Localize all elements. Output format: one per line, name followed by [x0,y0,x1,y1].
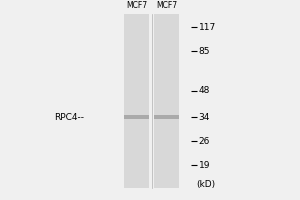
Text: RPC4--: RPC4-- [54,112,84,121]
Text: 19: 19 [199,160,210,170]
Bar [124,115,149,119]
Text: 85: 85 [199,46,210,55]
Bar [154,14,179,188]
Text: 26: 26 [199,136,210,146]
Bar [154,115,179,119]
Text: 34: 34 [199,112,210,121]
Text: MCF7: MCF7 [126,1,147,10]
Text: (kD): (kD) [196,180,216,190]
Text: 48: 48 [199,86,210,95]
Bar [124,14,149,188]
Text: MCF7: MCF7 [156,1,177,10]
Text: 117: 117 [199,22,216,31]
